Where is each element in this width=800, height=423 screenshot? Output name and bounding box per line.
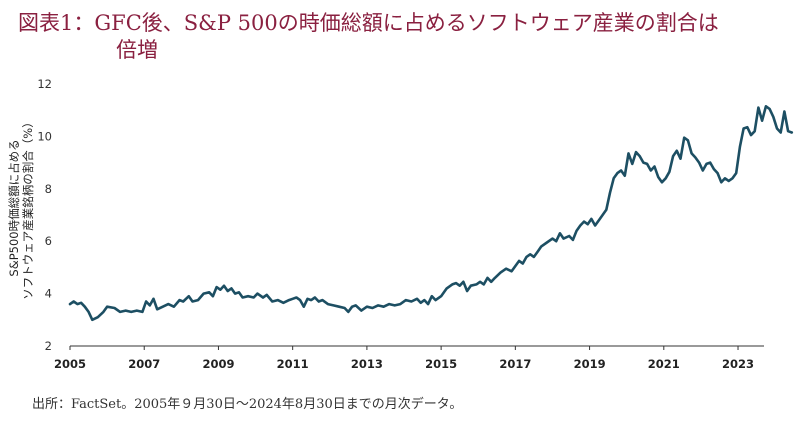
y-tick-label: 8: [45, 182, 52, 196]
y-tick-label: 12: [37, 77, 52, 91]
x-tick-label: 2005: [54, 357, 86, 371]
y-axis-label-line: S&P500時価総額に占める: [7, 139, 21, 276]
source-note: 出所：FactSet。2005年９月30日〜2024年8月30日までの月次データ…: [32, 397, 463, 412]
x-tick-label: 2021: [648, 357, 680, 371]
y-tick-label: 2: [45, 339, 52, 353]
x-tick-label: 2019: [574, 357, 606, 371]
x-tick-label: 2015: [425, 357, 457, 371]
y-axis-label-text: S&P500時価総額に占めるソフトウェア産業銘柄の割合（%）: [7, 116, 35, 299]
series-line: [68, 105, 794, 322]
x-tick-label: 2017: [499, 357, 531, 371]
chart-title-line2: 倍増: [116, 38, 158, 62]
x-tick-label: 2011: [277, 357, 309, 371]
y-tick-label: 10: [37, 129, 52, 143]
y-tick-label: 4: [45, 287, 52, 301]
x-tick-label: 2013: [351, 357, 383, 371]
chart-title: 図表1：GFC後、S&P 500の時価総額に占めるソフトウェア産業の割合は 倍増: [18, 10, 788, 64]
line-chart: 2 4 6 8 10 12 2005 2007 2009 2011 2013 2015 2017 2019…: [37, 77, 794, 371]
y-axis-label-line: ソフトウェア産業銘柄の割合（%）: [21, 116, 35, 299]
x-tick-label: 2009: [202, 357, 234, 371]
y-tick-label: 6: [45, 234, 52, 248]
x-tick-label: 2007: [128, 357, 160, 371]
y-axis-label: S&P500時価総額に占めるソフトウェア産業銘柄の割合（%）: [4, 108, 64, 318]
x-tick-label: 2023: [722, 357, 754, 371]
chart-title-line1: 図表1：GFC後、S&P 500の時価総額に占めるソフトウェア産業の割合は: [18, 11, 719, 35]
